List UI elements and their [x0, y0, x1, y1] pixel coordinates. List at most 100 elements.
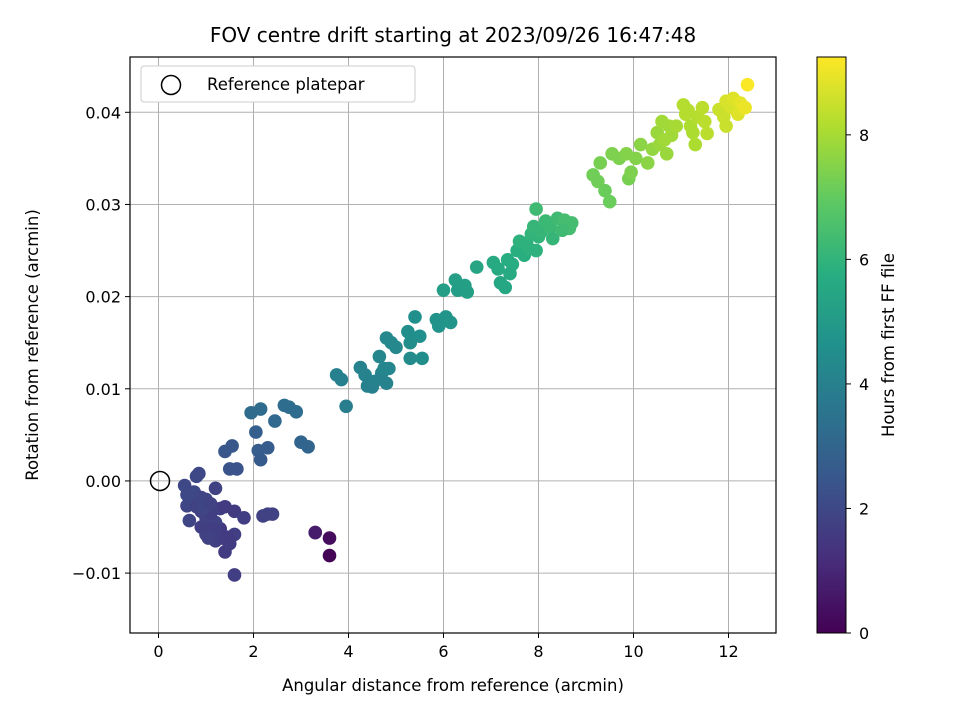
data-point [555, 223, 570, 238]
colorbar-tick-label: 4 [859, 375, 869, 394]
data-point [208, 481, 223, 496]
data-point [289, 405, 304, 419]
data-point [543, 220, 558, 235]
data-point [358, 368, 372, 382]
colorbar-ticks: 0 2 4 6 8 [846, 126, 869, 643]
data-point [686, 125, 700, 140]
data-point [491, 262, 505, 276]
y-tick-label: 0.02 [85, 288, 121, 307]
data-point [253, 402, 268, 416]
x-tick-label: 2 [248, 642, 258, 661]
data-point [372, 349, 387, 364]
colorbar-tick-label: 6 [859, 250, 869, 269]
data-point [503, 266, 517, 281]
data-point [401, 324, 415, 339]
x-tick-label: 8 [533, 642, 543, 661]
data-point [659, 146, 674, 161]
scatter-points [177, 77, 755, 582]
data-point [602, 194, 617, 209]
data-point [498, 280, 513, 295]
y-axis-title: Rotation from reference (arcmin) [23, 209, 42, 481]
legend-marker [160, 74, 182, 96]
data-point [640, 156, 655, 170]
data-point [260, 440, 275, 455]
data-point [308, 525, 323, 540]
data-point [301, 440, 315, 454]
data-point [225, 439, 239, 453]
data-point [322, 531, 337, 545]
colorbar-tick-label: 0 [859, 624, 869, 643]
data-point [681, 103, 695, 118]
data-point [415, 351, 429, 366]
data-point [740, 77, 755, 92]
y-tick-label: 0.03 [85, 195, 121, 214]
legend-label: Reference platepar [207, 75, 365, 94]
data-point [738, 100, 752, 115]
data-point [564, 216, 579, 230]
x-tick-label: 12 [718, 642, 738, 661]
data-point [182, 513, 197, 528]
y-tick-label: −0.01 [72, 564, 121, 583]
data-point [403, 335, 418, 350]
x-tick-label: 4 [343, 642, 353, 661]
data-point [719, 119, 733, 133]
data-point [230, 462, 244, 476]
data-point [201, 531, 216, 545]
data-point [203, 497, 218, 511]
colorbar-gradient [816, 56, 847, 634]
colorbar: 0 2 4 6 8 Hours from first FF file [816, 56, 898, 643]
data-point [529, 243, 543, 258]
data-point [408, 310, 422, 324]
data-point [545, 231, 560, 246]
data-point [227, 504, 242, 519]
data-point [469, 260, 484, 274]
data-point [220, 530, 235, 544]
data-point [249, 425, 263, 439]
data-point [633, 137, 648, 152]
data-point [598, 183, 612, 198]
data-point [253, 452, 268, 467]
x-tick-label: 0 [153, 642, 163, 661]
data-point [460, 285, 475, 299]
y-tick-label: 0.00 [85, 472, 121, 491]
colorbar-tick-label: 8 [859, 126, 869, 145]
data-point [334, 372, 349, 387]
data-point [237, 511, 251, 525]
data-point [443, 315, 458, 330]
legend: Reference platepar [140, 65, 416, 103]
data-point [389, 340, 403, 355]
data-point [382, 361, 396, 376]
reference-point-marker [149, 470, 171, 492]
data-point [697, 114, 712, 129]
data-point [624, 165, 638, 179]
chart-title: FOV centre drift starting at 2023/09/26 … [210, 23, 696, 47]
legend-box [140, 65, 416, 103]
data-point [593, 156, 608, 170]
data-point [688, 137, 703, 152]
x-axis-ticks: 0 2 4 6 8 10 12 [153, 633, 739, 661]
data-point [403, 351, 418, 366]
data-point [591, 174, 605, 189]
data-point [629, 151, 643, 166]
data-point [412, 329, 427, 344]
data-point [700, 126, 714, 141]
data-point [192, 466, 206, 481]
data-point [339, 399, 353, 414]
data-point [669, 119, 684, 133]
plot-frame [129, 56, 777, 634]
data-point [322, 548, 337, 563]
colorbar-title: Hours from first FF file [879, 253, 898, 437]
data-point [265, 507, 280, 521]
data-point [227, 568, 242, 582]
data-point [529, 202, 543, 216]
x-tick-label: 6 [438, 642, 448, 661]
colorbar-tick-label: 2 [859, 499, 869, 518]
y-axis-ticks: −0.01 0.00 0.01 0.02 0.03 0.04 [72, 103, 130, 583]
data-point [268, 414, 282, 428]
y-tick-label: 0.04 [85, 103, 121, 122]
y-tick-label: 0.01 [85, 380, 121, 399]
data-point [379, 376, 394, 391]
x-axis-title: Angular distance from reference (arcmin) [282, 676, 624, 695]
data-point [695, 100, 710, 115]
